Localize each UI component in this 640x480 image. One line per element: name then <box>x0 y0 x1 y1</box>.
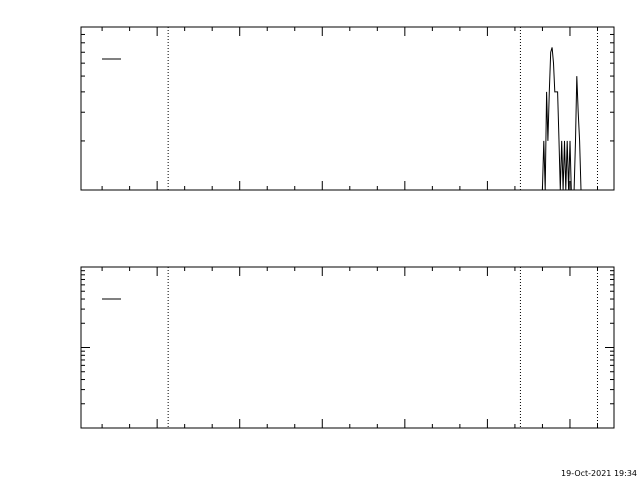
series-line <box>541 47 590 190</box>
panel-lo <box>80 26 615 191</box>
plot-frame <box>80 26 615 191</box>
plot-frame <box>80 266 615 429</box>
footer-timestamp: 19-Oct-2021 19:34 <box>561 469 637 478</box>
panel-hi <box>80 266 615 429</box>
